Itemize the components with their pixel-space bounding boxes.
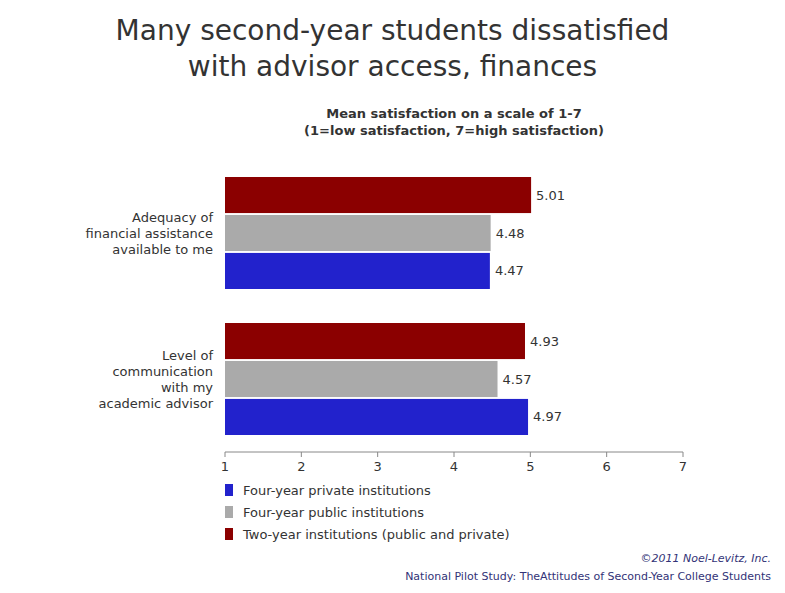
x-tick bbox=[683, 452, 684, 457]
data-label: 4.47 bbox=[495, 263, 524, 278]
x-tick bbox=[454, 452, 455, 457]
x-tick-label: 1 bbox=[221, 459, 229, 474]
x-tick-label: 7 bbox=[679, 459, 687, 474]
x-tick-label: 3 bbox=[374, 459, 382, 474]
legend-swatch bbox=[225, 506, 233, 518]
category-label-line: academic advisor bbox=[99, 396, 214, 411]
x-tick bbox=[225, 452, 226, 457]
footer: ©2011 Noel-Levitz, Inc. bbox=[640, 552, 771, 565]
category-label-line: financial assistance bbox=[86, 226, 213, 241]
title-line: with advisor access, finances bbox=[188, 50, 597, 83]
subtitle-line: Mean satisfaction on a scale of 1-7 bbox=[326, 106, 581, 121]
category-label: Adequacy offinancial assistanceavailable… bbox=[86, 210, 214, 257]
bar bbox=[225, 361, 498, 397]
bar bbox=[225, 177, 531, 213]
legend-label: Four-year private institutions bbox=[243, 483, 431, 498]
bar bbox=[225, 253, 490, 289]
data-label: 4.97 bbox=[533, 409, 562, 424]
x-tick bbox=[606, 452, 607, 457]
x-tick bbox=[301, 452, 302, 457]
background bbox=[0, 0, 785, 593]
data-label: 5.01 bbox=[536, 188, 565, 203]
labels: 4.97 4.57 4.93 Level ofcommunicationwith my… bbox=[86, 188, 566, 425]
bars bbox=[225, 177, 531, 435]
data-label: 4.48 bbox=[496, 226, 525, 241]
category-label-line: Level of bbox=[162, 348, 213, 363]
title: Many second-year students dissatisfiedwi… bbox=[116, 14, 670, 83]
legend-swatch bbox=[225, 528, 233, 540]
title-line: Many second-year students dissatisfied bbox=[116, 14, 670, 47]
x-tick bbox=[377, 452, 378, 457]
x-tick-label: 2 bbox=[297, 459, 305, 474]
category-label-line: with my bbox=[161, 380, 213, 395]
category-label: Level ofcommunicationwith myacademic adv… bbox=[99, 348, 214, 411]
subtitle: Mean satisfaction on a scale of 1-7 (1=lo… bbox=[304, 106, 604, 138]
footer: National Pilot Study: TheAttitudes of Se… bbox=[405, 570, 771, 583]
bar bbox=[225, 215, 491, 251]
chart: Many second-year students dissatisfiedwi… bbox=[0, 0, 785, 593]
category-label-line: available to me bbox=[112, 242, 213, 257]
bar bbox=[225, 323, 525, 359]
x-tick-label: 4 bbox=[450, 459, 458, 474]
x-axis: 1 2 3 4 5 6 7 bbox=[221, 452, 687, 474]
data-label: 4.93 bbox=[530, 334, 559, 349]
x-tick bbox=[530, 452, 531, 457]
x-tick-label: 5 bbox=[526, 459, 534, 474]
subtitle-line: (1=low satisfaction, 7=high satisfaction… bbox=[304, 123, 604, 138]
legend-label: Two-year institutions (public and privat… bbox=[242, 527, 510, 542]
bar bbox=[225, 399, 528, 435]
data-label: 4.57 bbox=[503, 372, 532, 387]
category-label-line: communication bbox=[112, 364, 213, 379]
legend-swatch bbox=[225, 484, 233, 496]
legend: Four-year private institutions Four-year … bbox=[225, 483, 510, 542]
category-label-line: Adequacy of bbox=[132, 210, 213, 225]
legend-label: Four-year public institutions bbox=[243, 505, 424, 520]
x-tick-label: 6 bbox=[603, 459, 611, 474]
